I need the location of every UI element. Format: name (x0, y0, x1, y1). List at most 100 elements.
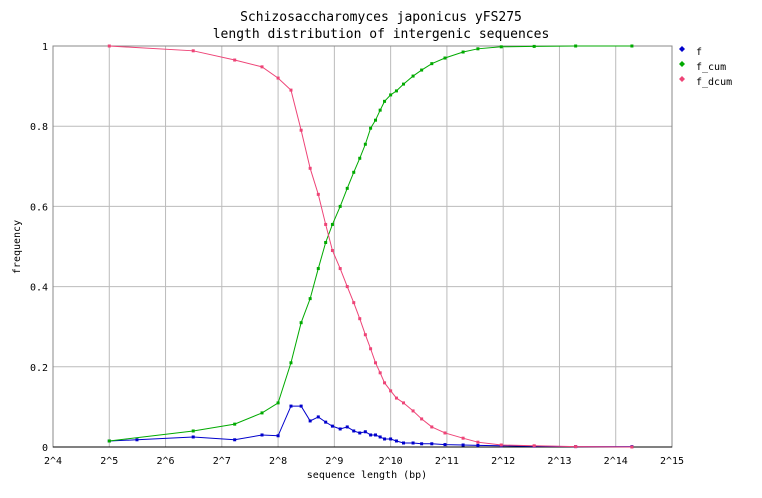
data-point-f_cum (324, 240, 328, 244)
data-point-f_dcum (383, 381, 387, 385)
x-axis-label: sequence length (bp) (307, 470, 427, 481)
data-point-f_dcum (389, 389, 393, 393)
data-point-f_dcum (630, 445, 634, 449)
data-point-f (378, 435, 382, 439)
data-point-f_dcum (374, 361, 378, 365)
y-tick-label: 0.8 (30, 122, 48, 133)
series-f_cum (107, 44, 634, 443)
data-point-f_cum (630, 44, 634, 48)
series-line-f_cum (109, 45, 632, 442)
y-tick-label: 0.4 (30, 283, 48, 294)
data-point-f (358, 431, 362, 435)
data-point-f_dcum (363, 333, 367, 337)
data-point-f_dcum (330, 249, 334, 253)
x-tick-label: 2^8 (269, 456, 287, 467)
x-tick-label: 2^13 (547, 456, 571, 467)
data-point-f_dcum (443, 431, 447, 435)
legend-item-f_dcum: f_dcum (679, 76, 732, 88)
data-point-f_cum (107, 439, 111, 443)
data-point-f_dcum (260, 65, 264, 69)
data-point-f_cum (289, 361, 293, 365)
data-point-f_dcum (476, 440, 480, 444)
data-point-f_dcum (338, 267, 342, 271)
data-point-f (330, 424, 334, 428)
series-line-f_dcum (109, 45, 632, 448)
data-point-f (476, 443, 480, 447)
data-point-f_dcum (369, 347, 373, 351)
data-point-f (135, 438, 139, 442)
data-point-f (389, 437, 393, 441)
data-point-f_cum (430, 62, 434, 66)
data-point-f (289, 404, 293, 408)
x-tick-label: 2^5 (100, 456, 118, 467)
grid-lines (52, 45, 673, 448)
data-point-f_cum (402, 82, 406, 86)
plot-frame (52, 45, 673, 448)
data-point-f (324, 420, 328, 424)
data-point-f (420, 442, 424, 446)
y-tick-label: 0 (42, 443, 48, 454)
data-point-f (363, 430, 367, 434)
series-f (107, 404, 634, 449)
x-tick-label: 2^4 (44, 456, 62, 467)
data-point-f_cum (191, 429, 195, 433)
data-point-f_dcum (276, 76, 280, 80)
data-point-f_cum (316, 267, 320, 271)
legend-marker-f_dcum (679, 76, 685, 82)
data-point-f_dcum (499, 443, 503, 447)
data-point-f_cum (389, 93, 393, 97)
x-tick-label: 2^7 (213, 456, 231, 467)
data-point-f_cum (345, 186, 349, 190)
y-tick-label: 0.6 (30, 202, 48, 213)
data-point-f_dcum (420, 417, 424, 421)
data-point-f_dcum (378, 371, 382, 375)
y-tick-label: 0.2 (30, 363, 48, 374)
data-point-f_dcum (299, 128, 303, 132)
x-tick-label: 2^12 (491, 456, 515, 467)
data-point-f (369, 433, 373, 437)
x-tick-label: 2^11 (435, 456, 459, 467)
data-point-f_cum (352, 170, 356, 174)
data-point-f (316, 415, 320, 419)
x-tick-label: 2^15 (660, 456, 684, 467)
data-point-f_cum (394, 89, 398, 93)
data-point-f_cum (233, 422, 237, 426)
series-lines (107, 44, 634, 449)
data-point-f (374, 433, 378, 437)
data-point-f_dcum (394, 396, 398, 400)
y-tick-label: 1 (42, 42, 48, 53)
legend-label-f_dcum: f_dcum (696, 77, 732, 88)
data-point-f_dcum (308, 166, 312, 170)
data-point-f (338, 427, 342, 431)
data-point-f (299, 404, 303, 408)
x-tick-label: 2^6 (157, 456, 175, 467)
series-f_dcum (107, 44, 634, 449)
data-point-f_dcum (574, 445, 578, 449)
data-point-f (411, 441, 415, 445)
data-point-f_cum (476, 47, 480, 51)
data-point-f_dcum (191, 49, 195, 53)
data-point-f_cum (299, 321, 303, 325)
data-point-f (308, 419, 312, 423)
chart-subtitle: length distribution of intergenic sequen… (212, 27, 550, 42)
series-line-f (109, 405, 632, 448)
data-point-f_dcum (289, 88, 293, 92)
data-point-f_dcum (352, 301, 356, 305)
legend-item-f_cum: f_cum (679, 61, 726, 73)
data-point-f_dcum (324, 222, 328, 226)
data-point-f_cum (260, 411, 264, 415)
data-point-f (352, 429, 356, 433)
data-point-f (260, 433, 264, 437)
data-point-f_cum (383, 99, 387, 103)
x-axis-ticks: 2^4 2^5 2^6 2^7 2^8 2^9 2^10 2^11 2^12 2^13 2^14 2^… (44, 456, 684, 467)
data-point-f (430, 442, 434, 446)
data-point-f_dcum (358, 317, 362, 321)
data-point-f_cum (461, 50, 465, 54)
x-tick-label: 2^9 (325, 456, 343, 467)
data-point-f_cum (330, 222, 334, 226)
data-point-f (443, 443, 447, 447)
data-point-f (402, 441, 406, 445)
data-point-f_dcum (402, 401, 406, 405)
data-point-f_dcum (430, 425, 434, 429)
data-point-f_dcum (345, 285, 349, 289)
